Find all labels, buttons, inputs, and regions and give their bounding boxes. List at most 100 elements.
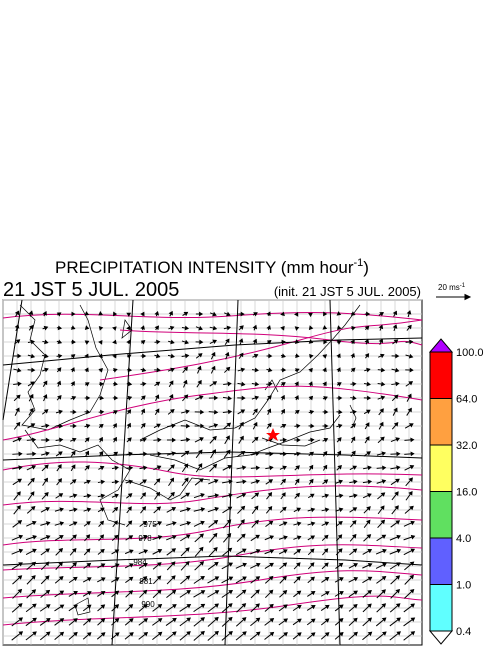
wind-arrow-head bbox=[99, 381, 104, 387]
wind-arrow-head bbox=[71, 339, 76, 345]
colorbar-label: 64.0 bbox=[456, 394, 477, 406]
wind-arrow-head bbox=[212, 381, 218, 386]
wind-arrow-head bbox=[353, 590, 358, 595]
wind-arrow-head bbox=[45, 451, 50, 457]
wind-arrow-head bbox=[58, 493, 64, 498]
wind-arrow-head bbox=[18, 465, 23, 471]
wind-arrow-head bbox=[352, 381, 357, 387]
wind-arrow-head bbox=[31, 465, 37, 470]
wind-arrow-head bbox=[16, 367, 22, 373]
wind-arrow-head bbox=[186, 604, 192, 609]
wind-arrow-head bbox=[155, 408, 160, 414]
wind-arrow-head bbox=[396, 548, 402, 554]
wind-arrow-head bbox=[127, 437, 132, 442]
wind-arrow-head bbox=[16, 505, 21, 510]
wind-arrow-head bbox=[324, 604, 330, 610]
wind-arrow-head bbox=[84, 340, 90, 345]
wind-arrow-head bbox=[396, 451, 401, 457]
wind-arrow-head bbox=[184, 477, 189, 483]
wind-arrow-head bbox=[296, 590, 302, 595]
colorbar: 100.0 64.0 32.0 16.0 4.0 1.0 0.4 bbox=[428, 338, 484, 645]
wind-arrow-head bbox=[242, 479, 247, 485]
wind-arrow-head bbox=[214, 493, 220, 498]
wind-arrow-head bbox=[59, 437, 64, 443]
wind-arrow-head bbox=[183, 366, 188, 372]
wind-arrow-head bbox=[409, 339, 414, 345]
wind-arrow-head bbox=[269, 618, 275, 623]
wind-arrow-head bbox=[57, 478, 62, 483]
wind-arrow-head bbox=[186, 631, 191, 636]
wind-arrow-head bbox=[295, 368, 300, 373]
wind-arrow-head bbox=[113, 506, 119, 512]
wind-arrow-head bbox=[214, 395, 219, 401]
wind-arrow-head bbox=[324, 618, 330, 623]
wind-arrow-head bbox=[409, 465, 415, 470]
wind-arrow-head bbox=[352, 465, 358, 470]
wind-arrow-head bbox=[296, 507, 302, 512]
wind-arrow-head bbox=[43, 409, 49, 414]
wind-arrow-head bbox=[59, 618, 65, 623]
wind-arrow-head bbox=[73, 618, 78, 623]
wind-arrow-head bbox=[98, 436, 103, 442]
colorbar-segment bbox=[429, 491, 453, 539]
wind-arrow-head bbox=[296, 521, 302, 527]
wind-arrow-head bbox=[71, 464, 76, 470]
wind-arrow-head bbox=[378, 324, 384, 330]
wind-arrow-head bbox=[241, 548, 247, 553]
wind-arrow-head bbox=[171, 507, 177, 512]
wind-arrow-head bbox=[16, 491, 21, 496]
wind-arrow-head bbox=[240, 367, 246, 373]
wind-arrow-head bbox=[100, 618, 106, 623]
wind-arrow-head bbox=[282, 590, 288, 595]
wind-arrow-head bbox=[142, 479, 147, 484]
wind-arrow-head bbox=[98, 311, 103, 316]
wind-arrow-head bbox=[266, 339, 272, 345]
wind-arrow-head bbox=[407, 407, 412, 413]
wind-arrow-head bbox=[338, 631, 344, 637]
wind-arrow-head bbox=[141, 506, 147, 511]
wind-arrow-head bbox=[380, 395, 386, 401]
wind-arrow-head bbox=[282, 465, 287, 471]
wind-arrow-head bbox=[266, 325, 271, 330]
wind-arrow-head bbox=[323, 311, 328, 317]
wind-arrow-head bbox=[45, 617, 51, 623]
wind-arrow-head bbox=[143, 451, 148, 457]
wind-arrow-head bbox=[227, 547, 233, 553]
wind-arrow-head bbox=[228, 576, 234, 581]
wind-arrow-head bbox=[393, 407, 398, 413]
wind-arrow-head bbox=[380, 381, 386, 387]
wind-arrow-head bbox=[197, 353, 203, 358]
wind-arrow-head bbox=[394, 491, 399, 496]
wind-arrow-head bbox=[227, 409, 233, 415]
wind-arrow-head bbox=[322, 464, 328, 470]
wind-arrow-head bbox=[32, 451, 37, 457]
colorbar-segment bbox=[429, 351, 453, 399]
wind-arrow-head bbox=[198, 325, 203, 331]
wind-arrow-head bbox=[280, 394, 285, 400]
wind-arrow-head bbox=[112, 326, 117, 331]
wind-arrow-head bbox=[212, 311, 217, 317]
wind-arrow-head bbox=[213, 519, 219, 525]
vector-scale-label: 20 ms-1 bbox=[438, 283, 466, 292]
wind-arrow-head bbox=[183, 311, 189, 317]
wind-arrow-head bbox=[169, 380, 174, 386]
wind-arrow-head bbox=[396, 562, 401, 567]
contour-label: 990 bbox=[141, 600, 155, 609]
init-time: (init. 21 JST 5 JUL. 2005) bbox=[274, 284, 421, 299]
wind-arrow-head bbox=[365, 436, 370, 441]
wind-arrow-head bbox=[114, 590, 120, 596]
wind-arrow-head bbox=[18, 451, 23, 457]
wind-arrow-head bbox=[113, 381, 118, 387]
wind-arrow-head bbox=[16, 394, 21, 400]
wind-arrow-head bbox=[295, 478, 300, 484]
wind-arrow-head bbox=[338, 395, 343, 401]
wind-arrow-head bbox=[214, 616, 219, 622]
wind-arrow-head bbox=[280, 311, 285, 317]
wind-arrow-head bbox=[113, 520, 118, 526]
wind-arrow-head bbox=[295, 492, 300, 498]
wind-arrow-head bbox=[323, 396, 328, 401]
wind-arrow-head bbox=[309, 493, 315, 498]
wind-arrow-head bbox=[337, 423, 343, 429]
wind-arrow-head bbox=[392, 310, 398, 316]
